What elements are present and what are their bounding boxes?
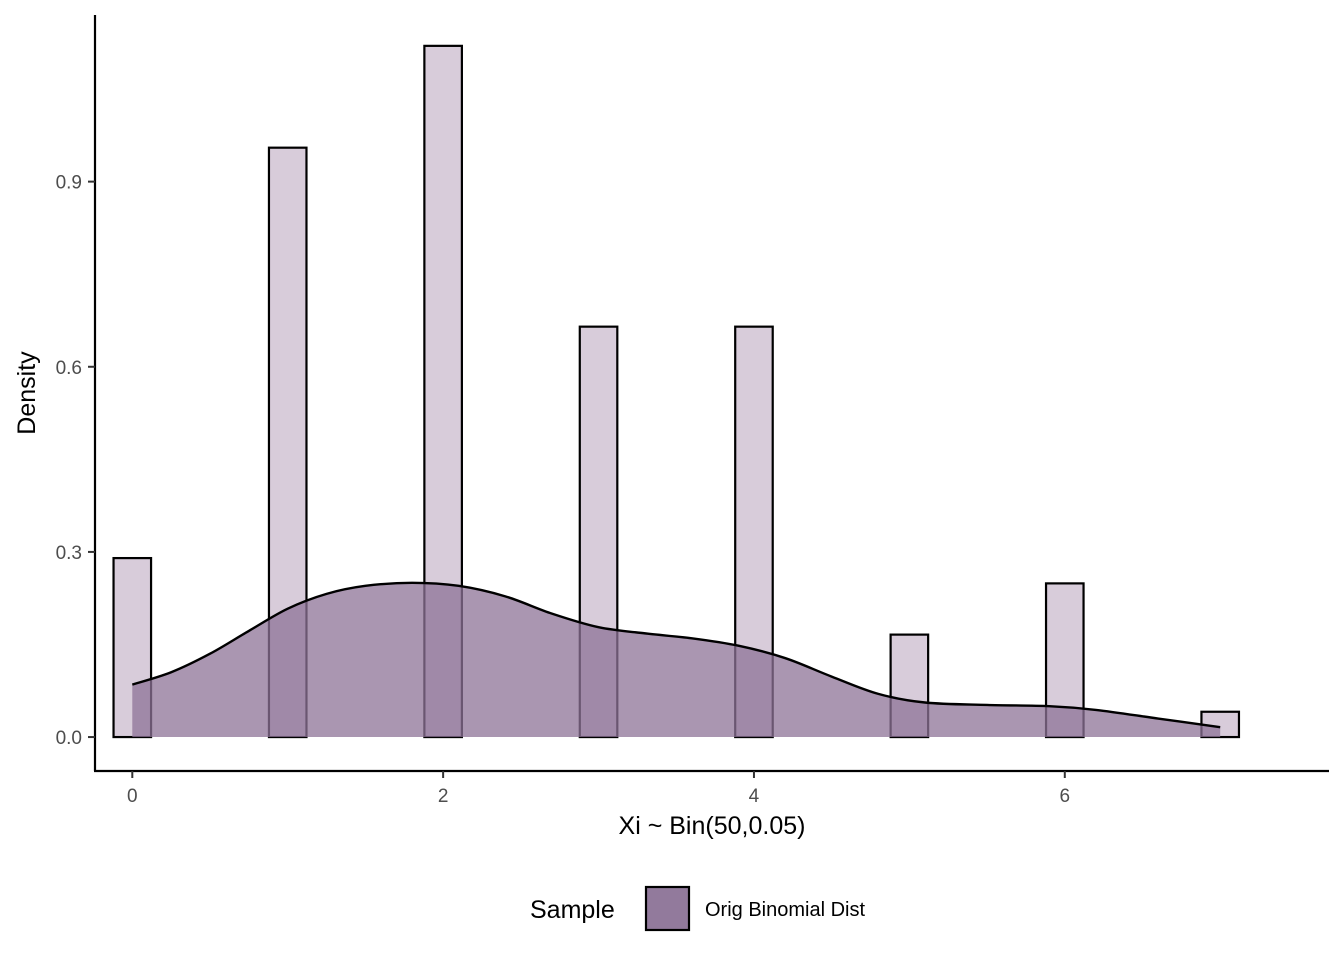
- legend-label-orig-binomial-dist: Orig Binomial Dist: [705, 899, 865, 921]
- x-tick-label-0: 0: [127, 786, 138, 807]
- density-curve-line: [131, 581, 1221, 729]
- legend-title: Sample: [530, 896, 615, 924]
- density-fill: [132, 582, 1221, 738]
- y-axis-ticks: 0.0 0.3 0.6 0.9: [56, 173, 95, 749]
- x-tick-label-2: 2: [438, 786, 449, 807]
- y-tick-label-0.9: 0.9: [56, 173, 82, 194]
- y-tick-label-0.3: 0.3: [56, 543, 82, 564]
- x-axis-title: Xi ~ Bin(50,0.05): [619, 812, 806, 840]
- y-axis-title: Density: [13, 351, 41, 435]
- x-tick-label-6: 6: [1060, 786, 1071, 807]
- x-tick-label-4: 4: [749, 786, 760, 807]
- legend-key-orig-binomial-dist: [644, 885, 691, 932]
- y-tick-label-0.6: 0.6: [56, 358, 82, 379]
- legend: Sample Orig Binomial Dist: [530, 885, 865, 932]
- x-axis-ticks: 0 2 4 6: [127, 771, 1070, 807]
- density-area: [131, 581, 1221, 738]
- axes: [93, 15, 1329, 773]
- y-tick-label-0.0: 0.0: [56, 728, 82, 749]
